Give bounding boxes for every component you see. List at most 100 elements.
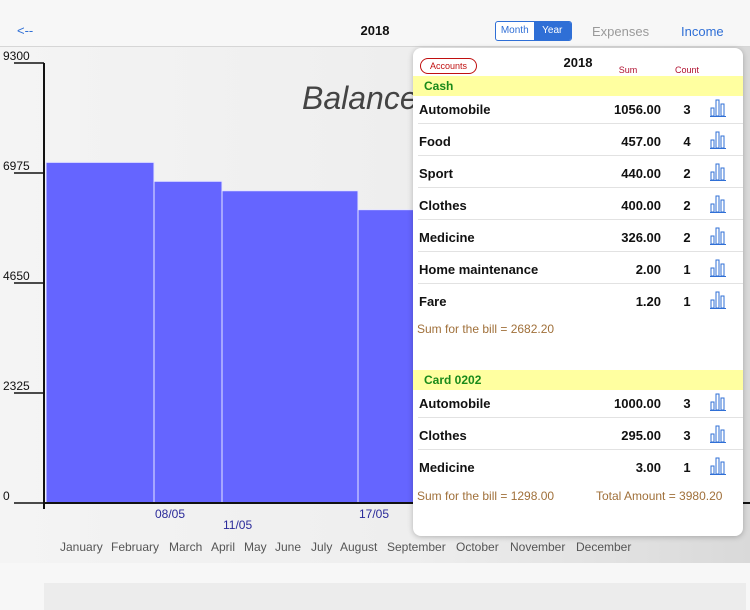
row-divider bbox=[418, 155, 743, 156]
section-header-card: Card 0202 bbox=[413, 370, 743, 390]
bar-label: 11/05 bbox=[223, 518, 252, 532]
bar-label: 17/05 bbox=[359, 507, 389, 521]
bar-chart-icon[interactable] bbox=[710, 163, 726, 181]
column-header-count: Count bbox=[674, 65, 700, 75]
category-name: Automobile bbox=[419, 396, 491, 411]
y-tick-label: 2325 bbox=[3, 379, 30, 393]
row-divider bbox=[418, 219, 743, 220]
panel-year: 2018 bbox=[563, 55, 593, 70]
x-tick-label: September bbox=[387, 540, 446, 554]
category-name: Clothes bbox=[419, 198, 467, 213]
y-tick-label: 9300 bbox=[3, 49, 30, 63]
section-header-cash: Cash bbox=[413, 76, 743, 96]
page-title: 2018 bbox=[360, 23, 390, 38]
category-sum: 3.00 bbox=[635, 460, 661, 475]
y-tick-label: 4650 bbox=[3, 269, 30, 283]
row-divider bbox=[418, 449, 743, 450]
segment-month[interactable]: Month bbox=[500, 25, 529, 36]
category-count: 1 bbox=[683, 294, 691, 309]
bar-2 bbox=[221, 190, 359, 504]
category-count: 2 bbox=[683, 198, 691, 213]
category-count: 2 bbox=[683, 166, 691, 181]
bar-3 bbox=[357, 209, 419, 504]
category-row[interactable]: Automobile 1056.00 3 bbox=[413, 92, 743, 124]
category-sum: 457.00 bbox=[621, 134, 661, 149]
bar-1 bbox=[153, 180, 223, 504]
bar-chart-icon[interactable] bbox=[710, 457, 726, 475]
x-tick-label: May bbox=[244, 540, 267, 554]
category-count: 4 bbox=[683, 134, 691, 149]
category-count: 1 bbox=[683, 460, 691, 475]
x-tick-label: January bbox=[60, 540, 103, 554]
x-tick-label: April bbox=[211, 540, 235, 554]
bar-chart-icon[interactable] bbox=[710, 99, 726, 117]
category-sum: 1000.00 bbox=[614, 396, 661, 411]
y-tick-label: 6975 bbox=[3, 159, 30, 173]
expenses-panel: Accounts 2018 Sum Count Cash Automobile 10… bbox=[413, 48, 743, 536]
category-row[interactable]: Automobile 1000.00 3 bbox=[413, 386, 743, 418]
category-sum: 2.00 bbox=[635, 262, 661, 277]
category-name: Medicine bbox=[419, 460, 475, 475]
category-name: Automobile bbox=[419, 102, 491, 117]
bar-chart-icon[interactable] bbox=[710, 195, 726, 213]
x-tick-label: June bbox=[275, 540, 301, 554]
x-tick-label: February bbox=[111, 540, 159, 554]
category-sum: 1056.00 bbox=[614, 102, 661, 117]
category-row[interactable]: Food 457.00 4 bbox=[413, 124, 743, 156]
column-header-sum: Sum bbox=[618, 65, 638, 75]
category-count: 3 bbox=[683, 428, 691, 443]
category-name: Sport bbox=[419, 166, 453, 181]
category-row[interactable]: Sport 440.00 2 bbox=[413, 156, 743, 188]
x-tick-label: July bbox=[311, 540, 332, 554]
x-tick-label: March bbox=[169, 540, 202, 554]
bill-sum: Sum for the bill = 1298.00 bbox=[417, 489, 555, 503]
tab-income[interactable]: Income bbox=[681, 24, 724, 39]
category-row[interactable]: Home maintenance 2.00 1 bbox=[413, 252, 743, 284]
y-tick-label: 0 bbox=[3, 489, 10, 503]
category-count: 1 bbox=[683, 262, 691, 277]
category-row[interactable]: Medicine 3.00 1 bbox=[413, 450, 743, 482]
category-row[interactable]: Clothes 295.00 3 bbox=[413, 418, 743, 450]
category-sum: 1.20 bbox=[635, 294, 661, 309]
category-row[interactable]: Clothes 400.00 2 bbox=[413, 188, 743, 220]
x-tick-label: November bbox=[510, 540, 565, 554]
tab-expenses[interactable]: Expenses bbox=[592, 24, 650, 39]
accounts-button[interactable]: Accounts bbox=[420, 58, 477, 74]
bar-chart-icon[interactable] bbox=[710, 259, 726, 277]
period-segmented-control: Month Year bbox=[495, 21, 572, 41]
category-sum: 295.00 bbox=[621, 428, 661, 443]
category-name: Medicine bbox=[419, 230, 475, 245]
segment-year[interactable]: Year bbox=[533, 22, 571, 40]
x-tick-label: August bbox=[340, 540, 378, 554]
category-row[interactable]: Fare 1.20 1 bbox=[413, 284, 743, 316]
total-amount: Total Amount = 3980.20 bbox=[596, 489, 723, 503]
row-divider bbox=[418, 283, 743, 284]
chart-title: Balance bbox=[302, 80, 418, 116]
bill-sum: Sum for the bill = 2682.20 bbox=[417, 322, 555, 336]
bar-chart-icon[interactable] bbox=[710, 291, 726, 309]
bar-chart-icon[interactable] bbox=[710, 131, 726, 149]
bar-chart-icon[interactable] bbox=[710, 227, 726, 245]
category-name: Food bbox=[419, 134, 451, 149]
category-count: 3 bbox=[683, 396, 691, 411]
category-sum: 326.00 bbox=[621, 230, 661, 245]
category-count: 3 bbox=[683, 102, 691, 117]
category-sum: 440.00 bbox=[621, 166, 661, 181]
row-divider bbox=[418, 417, 743, 418]
row-divider bbox=[418, 123, 743, 124]
bar-0 bbox=[45, 161, 155, 504]
category-name: Clothes bbox=[419, 428, 467, 443]
x-tick-label: December bbox=[576, 540, 631, 554]
back-button[interactable]: <-- bbox=[17, 23, 34, 38]
row-divider bbox=[418, 251, 743, 252]
month-axis bbox=[44, 583, 746, 610]
bar-label: 08/05 bbox=[155, 507, 185, 521]
category-row[interactable]: Medicine 326.00 2 bbox=[413, 220, 743, 252]
category-name: Fare bbox=[419, 294, 447, 309]
row-divider bbox=[418, 187, 743, 188]
x-tick-label: October bbox=[456, 540, 499, 554]
bar-chart-icon[interactable] bbox=[710, 393, 726, 411]
category-sum: 400.00 bbox=[621, 198, 661, 213]
bar-chart-icon[interactable] bbox=[710, 425, 726, 443]
category-name: Home maintenance bbox=[419, 262, 539, 277]
